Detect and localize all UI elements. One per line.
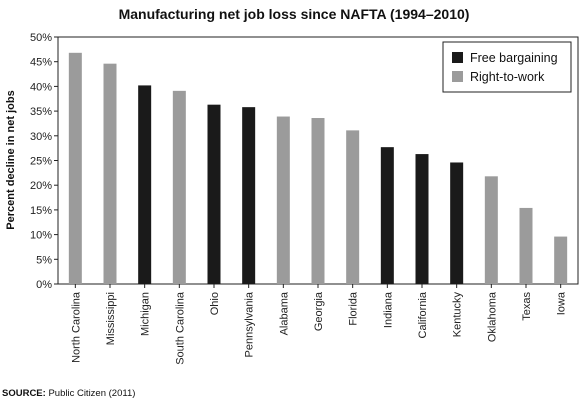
y-tick-label: 0% <box>36 279 52 291</box>
bar <box>484 176 498 284</box>
x-tick-label: Michigan <box>140 292 152 336</box>
bar <box>380 147 394 284</box>
y-tick-label: 45% <box>30 57 52 69</box>
legend-label: Right-to-work <box>470 70 545 84</box>
bar <box>276 116 290 284</box>
legend-label: Free bargaining <box>470 51 558 65</box>
x-tick-label: Iowa <box>556 291 568 315</box>
x-tick-label: Oklahoma <box>486 291 498 342</box>
bar <box>450 162 464 284</box>
y-tick-label: 35% <box>30 106 52 118</box>
legend-swatch <box>452 71 463 82</box>
bar <box>415 154 429 284</box>
x-tick-label: Pennsylvania <box>244 291 256 357</box>
source-text: Public Citizen (2011) <box>45 388 136 399</box>
x-tick-label: Georgia <box>313 291 325 331</box>
bar <box>346 130 360 284</box>
y-axis-label: Percent decline in net jobs <box>5 90 17 229</box>
y-tick-label: 25% <box>30 156 52 168</box>
bar <box>103 63 117 285</box>
x-tick-label: Ohio <box>209 292 221 315</box>
source-label: SOURCE: <box>2 388 46 399</box>
chart-title: Manufacturing net job loss since NAFTA (… <box>118 6 470 22</box>
bar <box>519 207 533 284</box>
legend-box <box>442 41 572 93</box>
bar <box>68 52 82 284</box>
y-tick-label: 50% <box>30 32 52 44</box>
x-tick-label: Alabama <box>278 291 290 335</box>
bar <box>554 236 568 284</box>
y-tick-label: 30% <box>30 131 52 143</box>
bar <box>138 85 152 284</box>
legend-swatch <box>452 52 463 63</box>
y-tick-label: 5% <box>36 254 52 266</box>
bar <box>207 104 221 284</box>
source-note: SOURCE: Public Citizen (2011) <box>2 388 135 399</box>
bar <box>311 118 325 285</box>
y-tick-label: 20% <box>30 180 52 192</box>
x-tick-label: Texas <box>521 292 533 321</box>
x-tick-label: Indiana <box>382 291 394 328</box>
y-tick-label: 10% <box>30 230 52 242</box>
x-tick-label: Mississippi <box>105 292 117 345</box>
x-tick-label: California <box>417 291 429 338</box>
x-tick-label: Florida <box>348 291 360 326</box>
x-tick-label: Kentucky <box>452 292 464 338</box>
y-tick-label: 40% <box>30 81 52 93</box>
x-tick-label: South Carolina <box>174 291 186 365</box>
x-tick-label: North Carolina <box>70 291 82 363</box>
bar <box>242 107 256 284</box>
bar <box>172 90 186 284</box>
y-tick-label: 15% <box>30 205 52 217</box>
